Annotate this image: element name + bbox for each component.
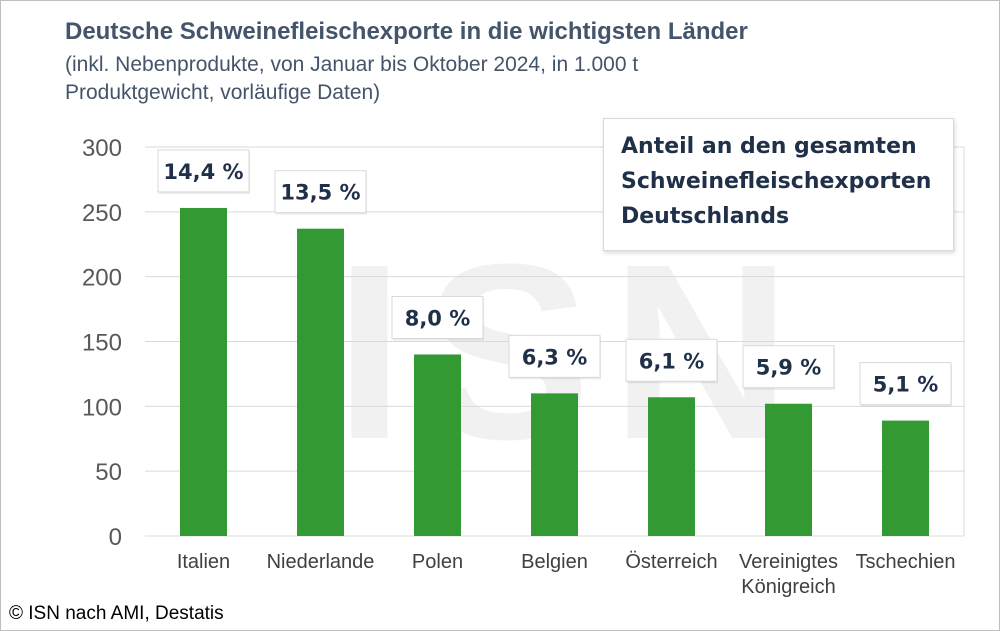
bar [648, 397, 695, 536]
bar [297, 228, 344, 536]
data-label: 6,1 % [625, 338, 718, 384]
data-label: 6,3 % [508, 334, 601, 380]
y-tick-label: 0 [109, 524, 122, 551]
x-tick-label: Vereinigtes [739, 551, 838, 573]
data-label-box [625, 338, 718, 382]
bar [414, 354, 461, 536]
bars [180, 207, 929, 536]
data-label-box [859, 362, 952, 406]
annotation-text: Anteil an den gesamten Schweinefleischex… [621, 134, 932, 229]
data-label: 8,0 % [391, 295, 484, 341]
bar [180, 207, 227, 536]
data-label-text: 8,0 % [405, 306, 471, 330]
data-label-text: 13,5 % [280, 181, 360, 205]
x-tick-label: Niederlande [267, 551, 375, 573]
y-tick-label: 300 [82, 135, 122, 162]
x-axis: Italien Niederlande Polen Belgien Österreich… [177, 551, 956, 598]
y-tick-label: 50 [95, 459, 122, 486]
y-tick-label: 100 [82, 394, 122, 421]
x-tick-label: Polen [412, 551, 463, 573]
source-note: © ISN nach AMI, Destatis [9, 603, 224, 624]
y-tick-label: 150 [82, 330, 122, 357]
bar [765, 403, 812, 536]
x-tick-label: Italien [177, 551, 230, 573]
chart-subtitle: (inkl. Nebenprodukte, von Januar bis Okt… [65, 53, 639, 104]
chart-title: Deutsche Schweinefleischexporte in die w… [65, 18, 748, 45]
x-tick-label: Königreich [741, 576, 836, 598]
bar [882, 420, 929, 536]
data-label-box [157, 149, 250, 193]
data-label-text: 14,4 % [163, 160, 243, 184]
data-label-box [742, 345, 835, 389]
data-label-text: 5,9 % [756, 356, 822, 380]
y-tick-label: 250 [82, 200, 122, 227]
data-labels: 14,4 % 13,5 % 8,0 % 6,3 % 6,1 % 5,9 % 5,1 % [157, 149, 952, 407]
data-label-box [391, 295, 484, 339]
data-label: 5,1 % [859, 362, 952, 407]
data-label-box [274, 170, 367, 214]
data-label-text: 6,3 % [522, 345, 588, 369]
data-label: 5,9 % [742, 345, 835, 390]
x-tick-label: Belgien [521, 551, 588, 573]
data-label-text: 6,1 % [639, 349, 705, 373]
data-label-box [508, 334, 601, 378]
annotation-box: Anteil an den gesamten Schweinefleischex… [603, 118, 954, 251]
x-tick-label: Tschechien [855, 551, 955, 573]
y-tick-label: 200 [82, 265, 122, 292]
data-label: 13,5 % [274, 170, 367, 215]
bar [531, 393, 578, 536]
data-label: 14,4 % [157, 149, 250, 194]
x-tick-label: Österreich [625, 551, 717, 573]
y-axis: 0 50 100 150 200 250 300 [82, 135, 122, 551]
data-label-text: 5,1 % [873, 373, 939, 397]
